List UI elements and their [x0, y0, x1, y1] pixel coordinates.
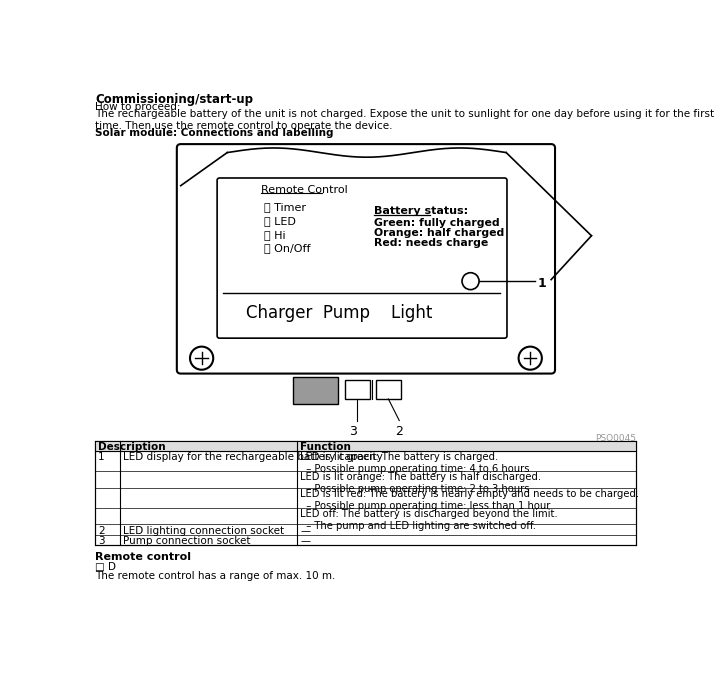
Text: Commissioning/start-up: Commissioning/start-up	[96, 92, 253, 105]
Text: Description: Description	[98, 442, 166, 452]
Bar	[376, 380, 401, 399]
Text: Battery status:: Battery status:	[374, 207, 468, 217]
Text: 2: 2	[98, 526, 104, 536]
Text: Ⓓ On/Off: Ⓓ On/Off	[264, 244, 311, 253]
Text: Ⓐ Timer: Ⓐ Timer	[264, 202, 306, 212]
Text: 1: 1	[98, 452, 104, 462]
Text: Ⓒ Hi: Ⓒ Hi	[264, 230, 286, 239]
Bar	[345, 380, 370, 399]
Text: The rechargeable battery of the unit is not charged. Expose the unit to sunlight: The rechargeable battery of the unit is …	[96, 110, 714, 131]
Text: Pump connection socket: Pump connection socket	[123, 536, 250, 546]
Text: 1: 1	[537, 277, 546, 290]
Text: 3: 3	[349, 425, 357, 438]
Text: LED is lit orange: The battery is half discharged.
  – Possible pump operating t: LED is lit orange: The battery is half d…	[300, 472, 541, 493]
Text: Green: fully charged: Green: fully charged	[374, 218, 500, 228]
Text: PSO0045: PSO0045	[595, 434, 636, 443]
Text: LED off: The battery is discharged beyond the limit.
  – The pump and LED lighti: LED off: The battery is discharged beyon…	[300, 509, 558, 531]
Text: —: —	[300, 536, 310, 546]
Text: Red: needs charge: Red: needs charge	[374, 238, 488, 248]
Text: □ D: □ D	[96, 562, 116, 573]
Text: Ⓑ LED: Ⓑ LED	[264, 216, 296, 226]
Text: LED display for the rechargeable battery capacity: LED display for the rechargeable battery…	[123, 452, 382, 462]
Text: LED lighting connection socket: LED lighting connection socket	[123, 526, 283, 536]
Text: Function: Function	[300, 442, 351, 452]
Text: LED is lit red: The battery is nearly empty and needs to be charged.
  – Possibl: LED is lit red: The battery is nearly em…	[300, 489, 639, 511]
Text: How to proceed:: How to proceed:	[96, 102, 181, 112]
Text: Solar module: Connections and labelling: Solar module: Connections and labelling	[96, 128, 334, 138]
Text: Remote Control: Remote Control	[261, 185, 348, 195]
Text: Remote control: Remote control	[96, 552, 191, 562]
Text: 2: 2	[396, 425, 403, 438]
Text: LED is lit green: The battery is charged.
  – Possible pump operating time: 4 to: LED is lit green: The battery is charged…	[300, 452, 530, 474]
FancyBboxPatch shape	[217, 178, 507, 338]
Bar	[96, 441, 636, 545]
Text: Orange: half charged: Orange: half charged	[374, 228, 505, 238]
Text: Charger  Pump    Light: Charger Pump Light	[246, 303, 432, 321]
Text: 3: 3	[98, 536, 104, 546]
FancyBboxPatch shape	[177, 144, 555, 373]
Text: The remote control has a range of max. 10 m.: The remote control has a range of max. 1…	[96, 570, 336, 581]
Text: —: —	[300, 526, 310, 536]
Bar	[293, 378, 338, 404]
